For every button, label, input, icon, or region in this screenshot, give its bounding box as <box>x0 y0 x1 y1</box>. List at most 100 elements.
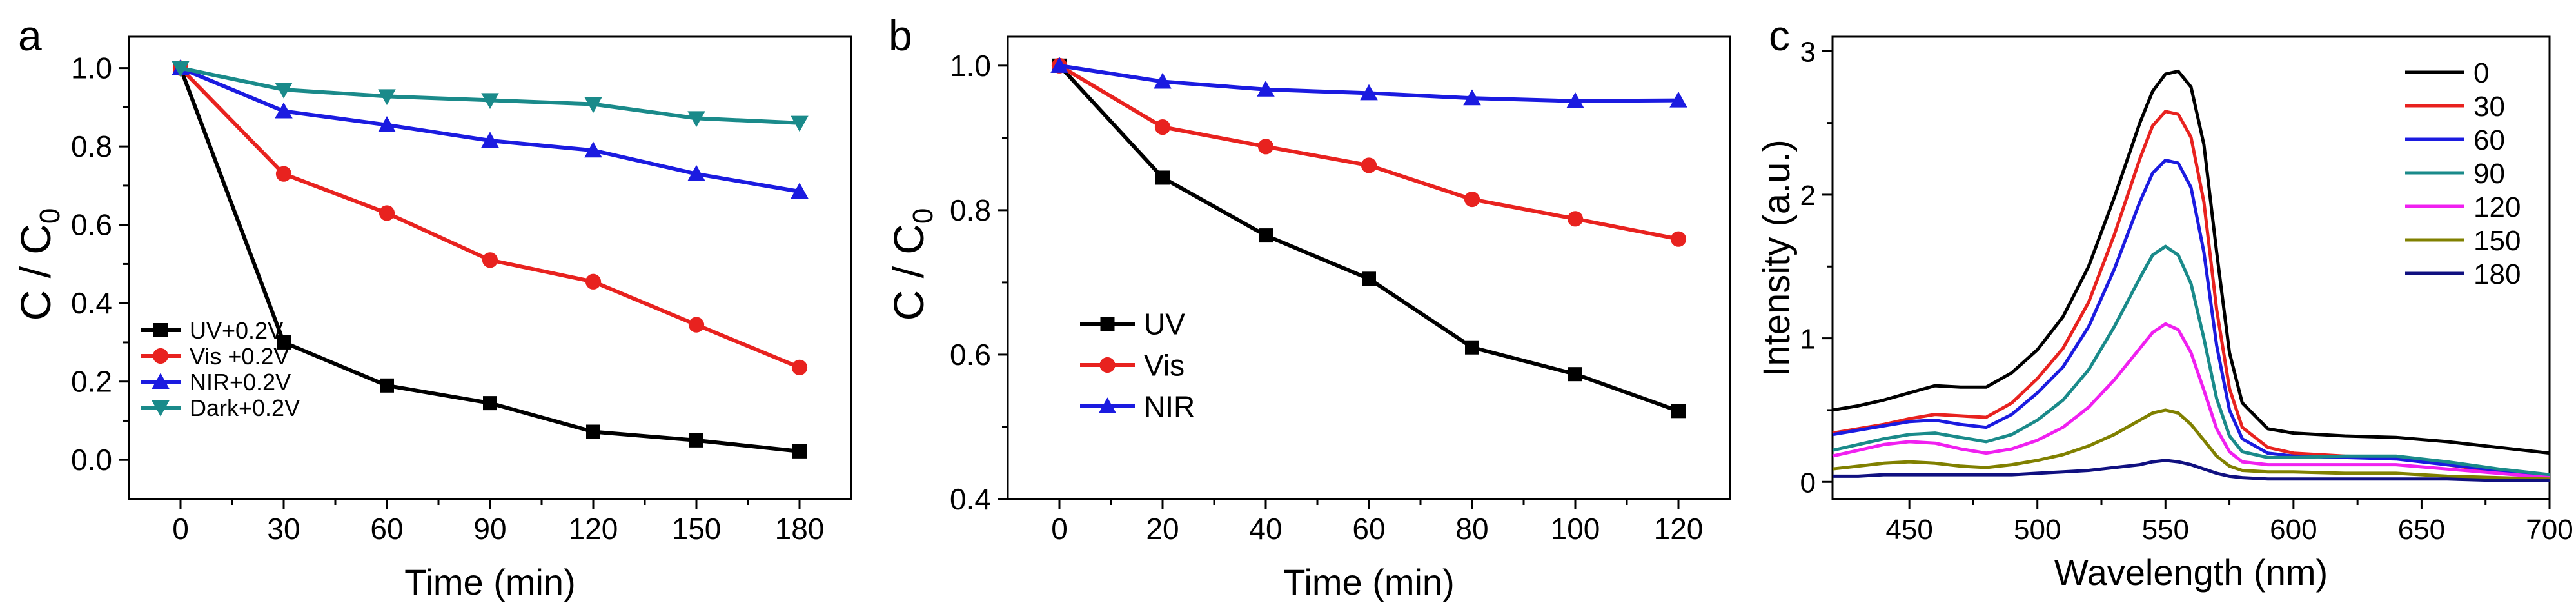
legend-label: UV <box>1144 308 1185 341</box>
x-tick-label: 180 <box>775 512 825 546</box>
data-point <box>481 93 499 110</box>
data-point <box>1155 170 1170 185</box>
x-tick-label: 20 <box>1146 512 1179 546</box>
data-point <box>1671 404 1686 419</box>
data-point <box>483 396 497 411</box>
panel-c: c Intensity (a.u.) Wavelength (nm) 450 50… <box>1756 12 2573 593</box>
panel-a-letter: a <box>18 12 42 59</box>
x-tick-label: 90 <box>473 512 506 546</box>
data-point <box>688 317 705 333</box>
series-line-120 <box>1832 322 2550 480</box>
panel-a-ylabel-main: C / C <box>12 224 59 321</box>
y-tick-label: 0.6 <box>71 208 112 242</box>
data-point <box>378 115 396 132</box>
panel-a: a C / C0 Time (min) 0 30 60 90 120 150 1800.00… <box>12 12 852 602</box>
legend-marker <box>153 323 168 337</box>
data-point <box>585 273 602 290</box>
data-point <box>1360 84 1378 101</box>
data-point <box>172 61 190 77</box>
legend-marker <box>152 348 169 364</box>
data-point <box>275 166 292 182</box>
data-point <box>1257 81 1275 97</box>
legend-label: 90 <box>2473 158 2505 190</box>
panel-b-frame <box>1007 35 1731 500</box>
data-point <box>1361 157 1377 173</box>
panel-a-ylabel-sub: 0 <box>34 208 66 224</box>
data-point <box>791 183 809 199</box>
data-point <box>584 97 602 114</box>
data-point <box>481 132 499 148</box>
data-point <box>687 111 705 128</box>
legend-label: 150 <box>2473 225 2521 257</box>
svg-text:C / C0: C / C0 <box>885 208 939 321</box>
x-tick-label: 600 <box>2270 514 2317 546</box>
data-point <box>1362 271 1376 286</box>
legend-marker <box>1100 317 1115 331</box>
x-tick-label: 500 <box>2014 514 2061 546</box>
legend-label: NIR <box>1144 390 1195 424</box>
panel-c-frame <box>1831 35 2551 500</box>
legend-label: 0 <box>2473 57 2489 89</box>
series-line-180 <box>1833 459 2550 482</box>
series-line-150 <box>1832 408 2550 481</box>
data-point <box>687 164 705 181</box>
data-point <box>586 424 600 439</box>
data-point <box>380 378 394 393</box>
legend-label: NIR+0.2V <box>190 369 291 395</box>
panel-b-ylabel-sub: 0 <box>907 208 939 224</box>
y-tick-label: 0.2 <box>71 365 112 399</box>
data-point <box>275 102 293 119</box>
y-tick-label: 0.8 <box>950 193 991 227</box>
legend-marker <box>1098 397 1117 413</box>
x-tick-label: 60 <box>370 512 403 546</box>
y-tick-label: 3 <box>1800 36 1816 68</box>
x-tick-label: 40 <box>1249 512 1282 546</box>
panel-b-ylabel-main: C / C <box>885 224 932 321</box>
y-tick-label: 0.8 <box>71 130 112 163</box>
x-tick-label: 100 <box>1551 512 1600 546</box>
data-point <box>379 205 395 221</box>
data-point <box>482 252 498 268</box>
data-point <box>1464 191 1480 208</box>
x-tick-label: 120 <box>1654 512 1704 546</box>
data-point <box>584 141 602 158</box>
legend-marker <box>1099 357 1116 373</box>
data-point <box>689 433 703 448</box>
x-tick-label: 650 <box>2398 514 2445 546</box>
data-point <box>1259 228 1273 243</box>
data-point <box>1050 57 1068 73</box>
panel-c-ylabel: Intensity (a.u.) <box>1756 139 1798 376</box>
data-point <box>1463 89 1481 106</box>
panel-b-xlabel: Time (min) <box>1283 562 1454 602</box>
x-tick-label: 80 <box>1455 512 1488 546</box>
y-tick-label: 0.0 <box>71 443 112 477</box>
x-tick-label: 0 <box>1051 512 1068 546</box>
svg-text:C / C0: C / C0 <box>12 208 66 321</box>
panel-a-ylabel: C / C0 <box>12 208 66 321</box>
y-tick-label: 1.0 <box>950 49 991 83</box>
y-tick-label: 0.4 <box>950 482 991 516</box>
data-point <box>1154 119 1171 135</box>
x-tick-label: 700 <box>2526 514 2573 546</box>
data-point <box>1669 91 1687 108</box>
legend-marker <box>152 373 170 389</box>
data-point <box>378 89 396 106</box>
y-tick-label: 0.4 <box>71 286 112 320</box>
panel-b-plot: 0 20 40 60 80 100 120 0.4 0.6 0.8 1.0 UV Vis NIR <box>950 49 1703 546</box>
legend-label: Vis <box>1144 349 1185 382</box>
panel-b: b C / C0 Time (min) 0 20 40 60 80 100 1200.40.… <box>885 12 1731 602</box>
legend-marker <box>152 400 170 417</box>
legend-label: 30 <box>2473 91 2505 123</box>
data-point <box>1670 231 1687 247</box>
legend-label: 120 <box>2473 192 2521 223</box>
data-point <box>1568 367 1582 382</box>
series-line-30 <box>1832 110 2550 478</box>
x-tick-label: 60 <box>1352 512 1385 546</box>
series-line-0 <box>1832 69 2550 455</box>
data-point <box>1465 340 1479 355</box>
data-point <box>277 335 291 350</box>
x-tick-label: 550 <box>2142 514 2189 546</box>
